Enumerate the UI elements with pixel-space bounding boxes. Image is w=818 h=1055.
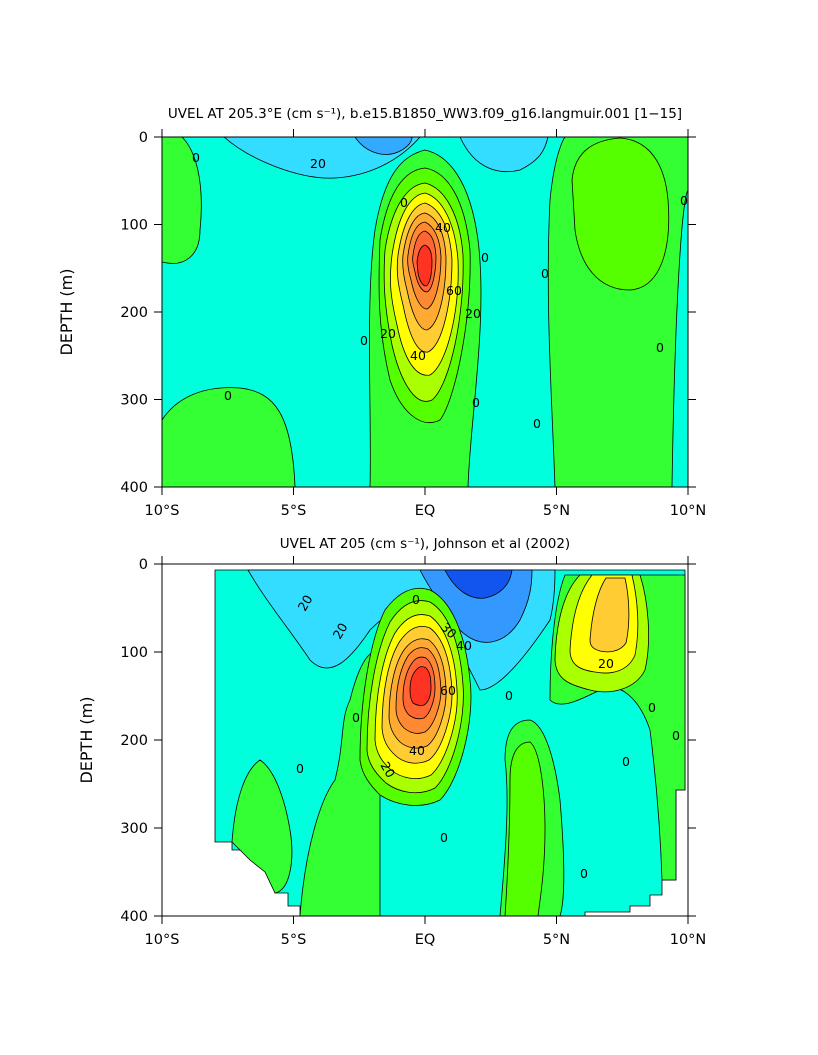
p2-ytick-200: 200 (120, 733, 148, 749)
p1-clab-7: 20 (465, 306, 481, 321)
p1-clab-15: 0 (680, 193, 688, 208)
p1-lobe-sw (162, 387, 296, 487)
p2-clab-0: 20 (295, 592, 316, 613)
p2-xtick-eq: EQ (415, 932, 436, 948)
p2-pos-sw (231, 759, 293, 894)
p1-ytick-200: 200 (120, 305, 148, 321)
p1-clab-0: 0 (192, 150, 200, 165)
p2-clab-9: 0 (352, 710, 360, 725)
p1-ytick-300: 300 (120, 393, 148, 409)
p1-lobe-north-inner (571, 137, 670, 291)
p2-clab-10: 20 (598, 656, 614, 671)
p1-clab-1: 20 (310, 156, 326, 171)
p2-clab-7: 40 (409, 743, 425, 758)
p1-ytick-400: 400 (120, 480, 148, 496)
p1-clab-14: 0 (656, 340, 664, 355)
p2-clab-1: 20 (330, 620, 351, 641)
p2-pos-north-40 (589, 577, 630, 653)
p2-clab-12: 0 (440, 830, 448, 845)
p2-clab-2: 0 (412, 592, 420, 607)
panel2-title: UVEL AT 205 (cm s⁻¹), Johnson et al (200… (280, 536, 570, 552)
p1-clab-2: 0 (400, 195, 408, 210)
p2-clab-6: 0 (505, 688, 513, 703)
p2-xtick-10n: 10°N (670, 932, 707, 948)
panel1-title: UVEL AT 205.3°E (cm s⁻¹), b.e15.B1850_WW… (168, 106, 682, 122)
p2-clab-14: 0 (622, 754, 630, 769)
p2-neg-max (444, 569, 513, 599)
p1-ylabel: DEPTH (m) (57, 268, 76, 355)
p1-xtick-10n: 10°N (670, 503, 707, 519)
p2-ytick-100: 100 (120, 645, 148, 661)
p2-clab-13: 0 (580, 866, 588, 881)
p1-xtick-10s: 10°S (145, 503, 180, 519)
p2-xtick-10s: 10°S (145, 932, 180, 948)
p1-xtick-5n: 5°N (543, 503, 570, 519)
p1-ytick-0: 0 (139, 130, 148, 146)
panel1-ticks (154, 129, 696, 495)
p1-xtick-eq: EQ (415, 503, 436, 519)
p2-ytick-400: 400 (120, 909, 148, 925)
p2-ytick-300: 300 (120, 821, 148, 837)
p1-clab-12: 0 (472, 395, 480, 410)
panel2-ticks (154, 556, 696, 924)
p1-clab-6: 60 (446, 283, 462, 298)
p2-contour-labels: 20 20 0 30 40 60 0 40 20 0 20 0 0 0 0 0 … (295, 592, 680, 881)
p2-clab-11: 0 (296, 761, 304, 776)
p1-xtick-5s: 5°S (281, 503, 307, 519)
panel2-plot: 0 100 200 300 400 10°S 5°S EQ 5°N 10°N D… (77, 556, 706, 948)
p1-clab-5: 0 (541, 266, 549, 281)
p2-clab-15: 0 (648, 700, 656, 715)
p2-clab-4: 40 (456, 638, 472, 653)
p1-lobe-west (162, 137, 202, 264)
panel1-plot: 0 100 200 300 400 10°S 5°S EQ 5°N 10°N D… (57, 129, 706, 519)
p2-xtick-5s: 5°S (281, 932, 307, 948)
p1-contour-labels: 0 20 0 40 0 0 60 20 0 20 40 0 0 0 0 0 (192, 150, 688, 431)
p2-ylabel: DEPTH (m) (77, 696, 96, 783)
p2-ytick-0: 0 (139, 557, 148, 573)
p1-clab-11: 0 (224, 388, 232, 403)
p2-pos-mid-inner (504, 741, 546, 916)
p1-clab-9: 20 (380, 326, 396, 341)
p1-clab-13: 0 (533, 416, 541, 431)
p1-clab-4: 0 (481, 250, 489, 265)
p2-euc-core (409, 666, 432, 706)
p2-pos-west (299, 649, 381, 916)
p2-xtick-5n: 5°N (543, 932, 570, 948)
p1-euc-core (416, 244, 433, 287)
p1-clab-3: 40 (435, 220, 451, 235)
p1-neg-core (354, 137, 413, 155)
p2-clab-16: 0 (672, 728, 680, 743)
p2-clab-8: 20 (377, 759, 398, 780)
p2-clab-5: 60 (440, 683, 456, 698)
p1-neg-surface-2 (459, 137, 549, 173)
p1-clab-8: 0 (360, 333, 368, 348)
p1-clab-10: 40 (410, 348, 426, 363)
p1-ytick-100: 100 (120, 218, 148, 234)
